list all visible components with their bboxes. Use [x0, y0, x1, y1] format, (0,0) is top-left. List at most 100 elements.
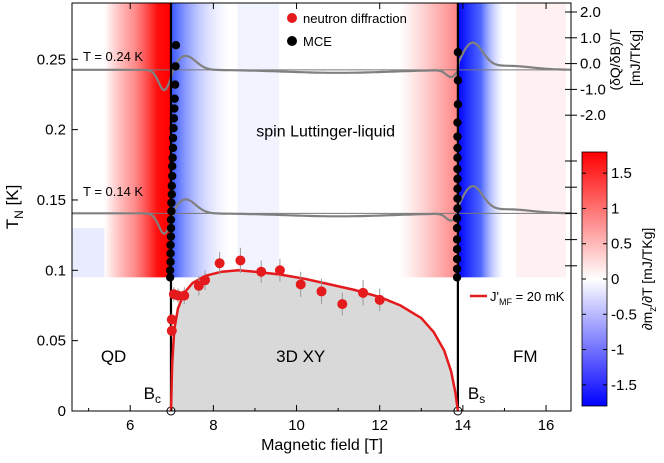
right-axis-label-line2: [mJ/TKg]	[627, 30, 643, 86]
colorbar-tick-label: 1.5	[611, 165, 632, 182]
mce-point-right	[453, 164, 462, 174]
mce-point-right	[452, 245, 462, 254]
x-tick-label: 16	[538, 417, 555, 434]
y-tick-label: 0.25	[37, 51, 66, 68]
heatmap-blue-band-left	[170, 3, 230, 278]
x-tick-label: 12	[371, 417, 388, 434]
3d-xy-phase-fill	[171, 270, 458, 411]
y-tick-label: 0.15	[37, 192, 66, 209]
mce-point-left	[166, 257, 175, 267]
fit-legend: J'MF = 20 mK	[470, 289, 565, 307]
mce-point-right	[453, 174, 462, 184]
y-tick-label: 0.2	[45, 122, 66, 139]
nd-point	[316, 286, 327, 297]
nd-point	[166, 325, 177, 336]
mce-points	[165, 41, 463, 282]
mce-point-left	[168, 162, 177, 171]
mce-point-left	[168, 143, 178, 153]
crit-label-sub: c	[155, 392, 161, 406]
colorbar: 1.5 1 0.5 0 -0.5 -1 -1.5	[581, 151, 637, 407]
region-label: FM	[513, 347, 538, 366]
mce-point-left	[168, 133, 178, 143]
fit-legend-label: J'MF = 20 mK	[490, 289, 565, 307]
colorbar-tick-label: -1	[611, 342, 624, 359]
mce-point-left	[166, 240, 175, 250]
right-axis-tick-label: 2.0	[580, 4, 601, 21]
y-axis-label-units: [K]	[3, 185, 22, 211]
mce-point-left	[168, 153, 177, 162]
heatmap-red-band-left	[104, 3, 171, 278]
y-tick-label: 0.05	[37, 333, 66, 350]
nd-point	[337, 299, 348, 310]
nd-point	[358, 287, 369, 298]
colorbar-tick-label: 0.5	[611, 236, 632, 253]
mce-point-right	[453, 194, 462, 203]
x-tick-label: 8	[209, 417, 217, 434]
legend-marker-neutron	[287, 13, 297, 23]
heatmap-faint-blue-band	[237, 3, 280, 278]
x-axis: 6 8 10 12 14 16	[88, 3, 555, 434]
mce-point-left	[170, 104, 179, 113]
right-axis-top-label: (δQ/δB)/T [mJ/TKg]	[607, 25, 643, 90]
mce-point-right	[452, 214, 462, 223]
mce-trace-bottom	[72, 184, 571, 235]
mce-traces	[72, 41, 571, 235]
mce-point-left	[169, 124, 178, 133]
mce-point-right	[453, 100, 463, 109]
colorbar-label: ∂mz/∂T [mJ/TKg]	[639, 228, 659, 331]
trace-label-bottom: T = 0.14 K	[83, 184, 143, 199]
x-axis-label: Magnetic field [T]	[261, 437, 383, 454]
fit-legend-suffix: = 20 mK	[512, 289, 565, 304]
mce-point-left	[171, 62, 180, 71]
mce-point-right	[453, 153, 462, 162]
right-axis-tick-label: 1.0	[580, 30, 601, 47]
colorbar-label-b: /∂T [mJ/TKg]	[639, 228, 655, 307]
colorbar-label-a: ∂m	[639, 312, 655, 331]
heatmap-blue-patch	[72, 228, 105, 278]
x-tick-label: 10	[288, 417, 305, 434]
legend-label-neutron: neutron diffraction	[303, 11, 407, 26]
mce-point-left	[167, 207, 176, 216]
mf-phase-boundary-line	[169, 269, 460, 412]
fit-legend-sub: MF	[499, 297, 512, 307]
mce-trace-top	[72, 41, 571, 92]
x-tick-label: 6	[126, 417, 134, 434]
nd-point	[179, 290, 190, 301]
nd-point	[214, 258, 225, 269]
mce-point-right	[453, 143, 462, 153]
mce-point-right	[453, 48, 463, 57]
mce-point-left	[167, 190, 176, 199]
fit-legend-prefix: J'	[490, 289, 499, 304]
mce-point-right	[453, 76, 463, 85]
right-axis-bottom	[565, 160, 577, 267]
right-axis-tick-label: -1.0	[580, 81, 606, 98]
y-axis-label-sub: N	[12, 210, 26, 219]
heatmap-blue-band-right	[457, 3, 504, 278]
right-axis-top: 2.0 1.0 0.0 -1.0 -2.0	[565, 4, 606, 124]
mce-point-left	[165, 266, 175, 275]
right-axis-tick-label: 0.0	[580, 56, 601, 73]
nd-point	[256, 266, 267, 277]
nd-point	[295, 279, 306, 290]
mce-point-left	[166, 223, 176, 233]
nd-point	[274, 265, 285, 276]
crit-label-sub: s	[479, 392, 485, 406]
nd-point	[235, 255, 246, 266]
heatmap-pink-band-right	[399, 3, 458, 278]
heatmap-layer	[72, 3, 567, 278]
legend-label-mce: MCE	[303, 34, 332, 49]
legend: neutron diffraction MCE	[287, 11, 407, 49]
mce-point-left	[166, 232, 176, 241]
nd-point	[374, 294, 385, 305]
y-tick-label: 0	[58, 403, 66, 420]
trace-label-top: T = 0.24 K	[83, 49, 143, 64]
right-axis-label-line1: (δQ/δB)/T	[607, 29, 623, 91]
mce-point-right	[453, 204, 462, 213]
mce-point-right	[452, 223, 462, 233]
region-label: QD	[101, 347, 127, 366]
mce-point-right	[453, 118, 462, 127]
colorbar-tick-label: 1	[611, 200, 619, 217]
y-axis-label-main: T	[3, 219, 22, 229]
mce-point-left	[167, 181, 176, 191]
mce-point-left	[166, 215, 176, 224]
